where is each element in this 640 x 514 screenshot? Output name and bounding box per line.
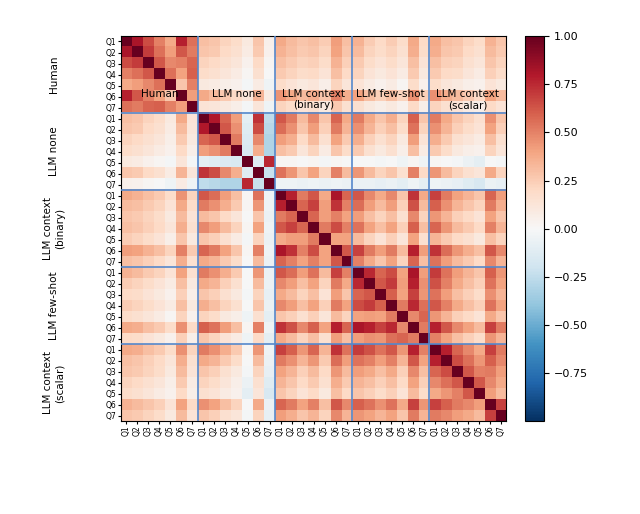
Text: LLM none: LLM none: [49, 127, 59, 176]
Text: LLM context
(scalar): LLM context (scalar): [44, 352, 65, 414]
Text: LLM context
(binary): LLM context (binary): [44, 197, 65, 260]
Text: LLM few-shot: LLM few-shot: [49, 271, 59, 340]
Text: LLM context
(binary): LLM context (binary): [282, 89, 345, 111]
Text: LLM context
(scalar): LLM context (scalar): [436, 89, 499, 111]
Text: LLM none: LLM none: [212, 89, 261, 99]
Text: Human: Human: [49, 56, 59, 93]
Text: LLM few-shot: LLM few-shot: [356, 89, 425, 99]
Text: Human: Human: [141, 89, 178, 99]
